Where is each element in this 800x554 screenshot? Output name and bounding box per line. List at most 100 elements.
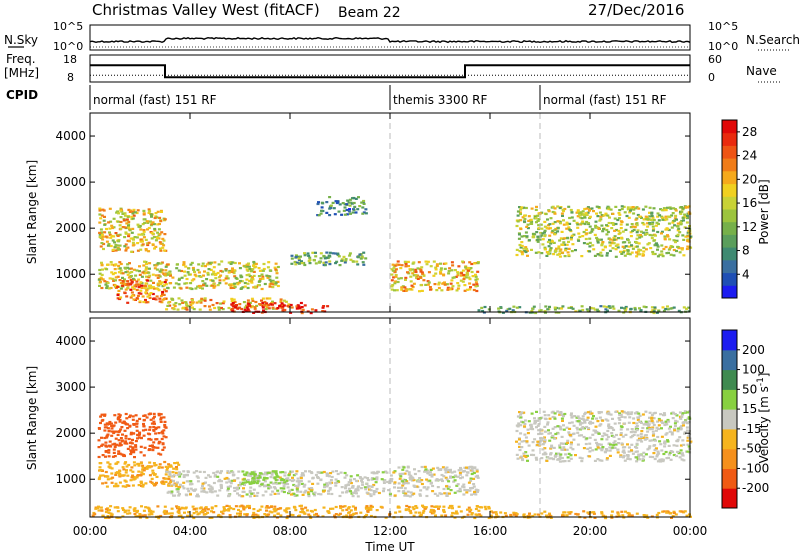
heatmap-cell — [679, 222, 683, 225]
heatmap-cell — [314, 309, 318, 312]
heatmap-cell — [595, 431, 599, 434]
heatmap-cell — [108, 422, 112, 426]
heatmap-cell — [203, 297, 207, 300]
heatmap-cell — [117, 452, 121, 455]
heatmap-cell — [434, 479, 438, 482]
heatmap-cell — [531, 235, 535, 238]
heatmap-cell — [109, 286, 113, 290]
heatmap-cell — [170, 297, 174, 300]
heatmap-cell — [297, 481, 301, 484]
heatmap-cell — [101, 482, 105, 485]
heatmap-cell — [581, 210, 585, 213]
heatmap-cell — [271, 286, 275, 289]
heatmap-cell — [287, 303, 291, 306]
heatmap-cell — [274, 471, 278, 474]
heatmap-cell — [404, 482, 408, 485]
heatmap-cell — [634, 425, 638, 429]
heatmap-cell — [153, 473, 156, 476]
heatmap-cell — [114, 471, 118, 474]
heatmap-cell — [121, 272, 125, 275]
heatmap-cell — [206, 511, 210, 514]
heatmap-cell — [195, 495, 199, 498]
heatmap-cell — [450, 514, 454, 517]
heatmap-cell — [651, 252, 655, 256]
heatmap-cell — [576, 420, 580, 423]
heatmap-cell — [157, 452, 161, 455]
heatmap-cell — [489, 514, 493, 517]
heatmap-cell — [212, 272, 216, 275]
heatmap-cell — [588, 245, 592, 248]
heatmap-cell — [616, 243, 620, 246]
heatmap-cell — [146, 506, 150, 509]
heatmap-cell — [142, 434, 146, 437]
heatmap-cell — [225, 481, 229, 484]
heatmap-cell — [150, 477, 154, 480]
heatmap-cell — [620, 205, 624, 208]
heatmap-cell — [204, 513, 208, 516]
heatmap-cell — [610, 227, 614, 230]
heatmap-cell — [625, 214, 629, 218]
heatmap-cell — [269, 486, 273, 489]
heatmap-cell — [425, 488, 429, 491]
heatmap-cell — [658, 440, 662, 443]
heatmap-cell — [118, 442, 122, 445]
heatmap-cell — [636, 418, 640, 422]
heatmap-cell — [684, 215, 688, 218]
heatmap-cell — [185, 277, 189, 281]
heatmap-cell — [217, 480, 221, 483]
heatmap-cell — [127, 220, 131, 223]
heatmap-cell — [419, 489, 423, 492]
heatmap-cell — [276, 489, 280, 492]
heatmap-cell — [251, 477, 255, 480]
heatmap-cell — [418, 511, 421, 514]
heatmap-cell — [214, 505, 218, 508]
heatmap-cell — [554, 227, 558, 231]
heatmap-cell — [565, 426, 569, 429]
heatmap-cell — [301, 308, 305, 311]
heatmap-cell — [581, 308, 585, 312]
heatmap-cell — [133, 456, 136, 459]
heatmap-cell — [248, 268, 252, 271]
colorbar-swatch — [722, 369, 737, 390]
heatmap-cell — [228, 514, 232, 517]
heatmap-cell — [358, 205, 362, 208]
heatmap-cell — [578, 216, 582, 219]
heatmap-cell — [126, 215, 130, 218]
heatmap-cell — [596, 444, 600, 448]
heatmap-cell — [571, 307, 575, 310]
heatmap-cell — [581, 235, 585, 238]
heatmap-cell — [550, 446, 553, 449]
heatmap-cell — [450, 269, 454, 272]
heatmap-cell — [636, 234, 640, 237]
heatmap-cell — [421, 272, 425, 276]
heatmap-cell — [474, 475, 478, 478]
heatmap-cell — [189, 282, 193, 285]
heatmap-cell — [415, 276, 419, 280]
heatmap-cell — [316, 482, 320, 485]
heatmap-cell — [586, 211, 590, 214]
heatmap-cell — [677, 452, 681, 455]
heatmap-cell — [537, 227, 541, 230]
heatmap-cell — [617, 417, 621, 420]
heatmap-cell — [619, 454, 623, 457]
heatmap-cell — [328, 214, 332, 217]
heatmap-cell — [672, 510, 676, 513]
heatmap-cell — [121, 485, 125, 488]
heatmap-cell — [391, 263, 395, 266]
heatmap-cell — [132, 478, 136, 481]
heatmap-cell — [152, 428, 156, 432]
heatmap-cell — [126, 280, 130, 283]
heatmap-cell — [286, 483, 290, 486]
heatmap-cell — [231, 309, 235, 312]
heatmap-cell — [537, 251, 541, 254]
heatmap-cell — [644, 248, 648, 251]
heatmap-cell — [610, 241, 614, 244]
heatmap-cell — [147, 226, 151, 230]
heatmap-cell — [635, 231, 639, 234]
heatmap-cell — [644, 434, 648, 437]
heatmap-cell — [414, 511, 418, 514]
heatmap-cell — [132, 238, 135, 241]
heatmap-cell — [107, 511, 111, 514]
heatmap-cell — [649, 218, 653, 221]
heatmap-cell — [245, 274, 249, 277]
